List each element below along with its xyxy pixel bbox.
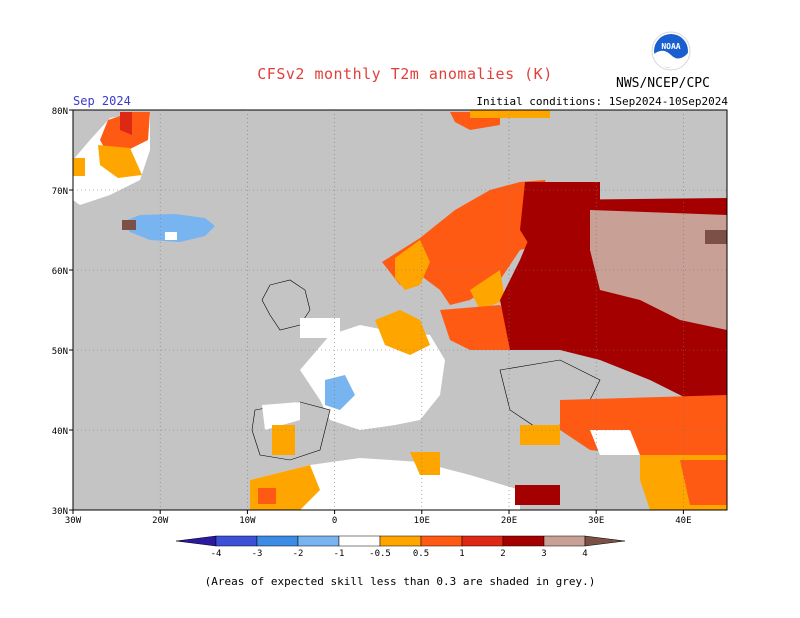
lon-label: 20W [152, 516, 169, 526]
scandinavia-region [382, 180, 560, 305]
legend-label: -4 [211, 549, 222, 559]
lat-label: 60N [52, 267, 68, 277]
lon-label: 40E [675, 516, 691, 526]
initial-conditions-label: Initial conditions: 1Sep2024-10Sep2024 [476, 95, 728, 108]
legend-label: -2 [293, 549, 304, 559]
legend-box [502, 535, 545, 547]
lat-label: 30N [52, 507, 68, 517]
legend-box [297, 535, 340, 547]
legend-box [379, 535, 422, 547]
noaa-logo: NOAA [651, 31, 691, 71]
legend-box [256, 535, 299, 547]
lon-label: 10E [414, 516, 430, 526]
legend-label: 2 [500, 549, 505, 559]
north-africa-region [250, 458, 520, 510]
latitude-ticks: 80N 70N 60N 50N 40N 30N [52, 107, 73, 517]
anomaly-map: 80N 70N 60N 50N 40N 30N 30W 20W 10W 0 10E 20E 30E 40… [52, 107, 728, 526]
legend-label: -0.5 [369, 549, 391, 559]
legend-label: 0.5 [413, 549, 429, 559]
lon-label: 30W [65, 516, 82, 526]
legend-box [461, 535, 504, 547]
legend-label: 3 [541, 549, 546, 559]
organization-label: NWS/NCEP/CPC [616, 76, 710, 91]
lon-label: 20E [501, 516, 517, 526]
logo-text: NOAA [661, 42, 680, 51]
iceland-region [122, 214, 215, 242]
legend-label: -3 [252, 549, 263, 559]
legend-box [338, 535, 381, 547]
lon-label: 0 [332, 516, 337, 526]
longitude-ticks: 30W 20W 10W 0 10E 20E 30E 40E [65, 510, 692, 526]
lat-label: 80N [52, 107, 68, 117]
legend-label: 1 [459, 549, 464, 559]
lat-label: 70N [52, 187, 68, 197]
chart-title: CFSv2 monthly T2m anomalies (K) [257, 65, 553, 83]
month-label: Sep 2024 [73, 94, 131, 108]
legend-box [543, 535, 586, 547]
map-frame [72, 109, 728, 511]
lon-label: 10W [239, 516, 256, 526]
lon-label: 30E [588, 516, 604, 526]
lat-label: 40N [52, 427, 68, 437]
legend-min-arrow [175, 535, 217, 547]
skill-footnote: (Areas of expected skill less than 0.3 a… [204, 575, 596, 588]
lat-label: 50N [52, 347, 68, 357]
legend-label: -1 [334, 549, 345, 559]
legend-max-arrow [584, 535, 626, 547]
legend-box [420, 535, 463, 547]
gridlines [73, 110, 727, 510]
legend-box [215, 535, 258, 547]
legend-label: 4 [582, 549, 587, 559]
